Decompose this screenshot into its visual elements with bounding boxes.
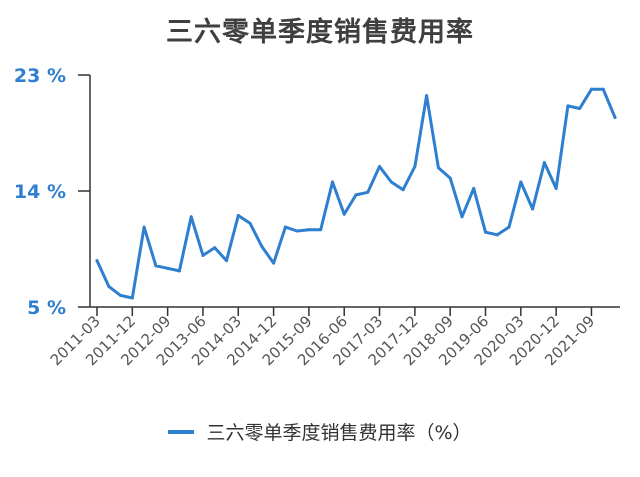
chart-title: 三六零单季度销售费用率 xyxy=(166,17,474,48)
data-point xyxy=(472,186,476,190)
data-point xyxy=(542,161,546,165)
data-point xyxy=(519,180,523,184)
data-point xyxy=(130,296,134,300)
data-point xyxy=(578,107,582,111)
data-point xyxy=(342,212,346,216)
data-point xyxy=(201,253,205,257)
data-point xyxy=(566,104,570,108)
data-point xyxy=(119,293,123,297)
data-point xyxy=(613,116,617,120)
data-point xyxy=(319,228,323,232)
data-point xyxy=(177,269,181,273)
data-point xyxy=(413,165,417,169)
data-point xyxy=(95,259,99,263)
data-point xyxy=(283,225,287,229)
data-point xyxy=(107,284,111,288)
data-point xyxy=(236,213,240,217)
data-point xyxy=(272,261,276,265)
data-point xyxy=(425,94,429,98)
y-tick-label: 5 % xyxy=(27,297,66,319)
data-point xyxy=(213,246,217,250)
data-point xyxy=(507,225,511,229)
data-point xyxy=(154,264,158,268)
data-point xyxy=(448,176,452,180)
data-point xyxy=(589,87,593,91)
legend: 三六零单季度销售费用率（%） xyxy=(0,418,640,445)
data-point xyxy=(554,186,558,190)
data-point xyxy=(495,233,499,237)
data-point xyxy=(531,207,535,211)
y-tick-label: 14 % xyxy=(14,181,66,203)
data-point xyxy=(225,259,228,263)
data-point xyxy=(401,188,405,192)
data-point xyxy=(166,266,170,270)
data-point xyxy=(330,180,334,184)
data-point xyxy=(248,221,252,225)
legend-label: 三六零单季度销售费用率（%） xyxy=(206,422,472,444)
data-point xyxy=(436,166,440,170)
data-point xyxy=(295,229,299,233)
data-point xyxy=(354,193,358,197)
legend-swatch xyxy=(168,429,195,434)
data-point xyxy=(378,165,382,169)
data-point xyxy=(260,244,264,248)
data-point xyxy=(307,228,311,232)
data-point xyxy=(460,215,464,219)
data-point xyxy=(484,230,487,234)
data-point xyxy=(189,215,193,219)
y-tick-label: 23 % xyxy=(14,65,66,87)
data-point xyxy=(366,190,370,194)
data-point xyxy=(389,180,393,184)
data-point xyxy=(601,87,605,91)
data-point xyxy=(142,225,146,229)
